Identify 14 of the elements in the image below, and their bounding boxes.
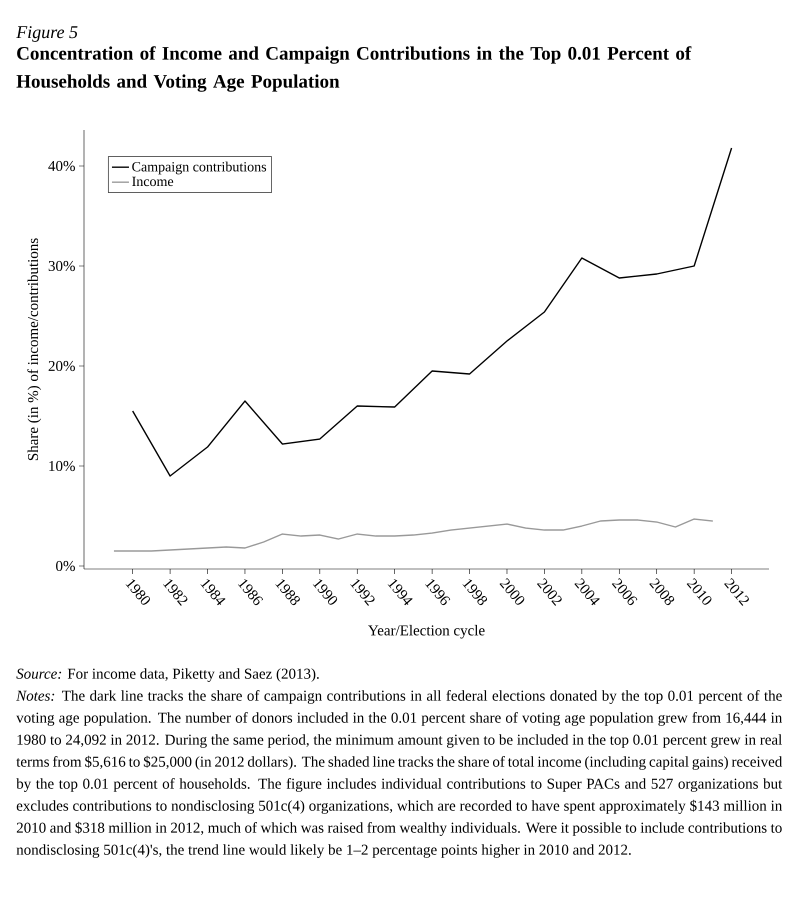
chart-title: Figure 5 <box>16 26 78 42</box>
y-tick-label: 20% <box>48 360 75 372</box>
y-tick-label: 10% <box>49 460 75 472</box>
y-tick-label: 0% <box>56 560 75 572</box>
y-tick-label: 30% <box>48 260 75 272</box>
y-tick-label: 40% <box>48 160 75 172</box>
chart-subtitle: Concentration of Income and Campaign Contributions in the Top 0.01 Percent of Households and Voting Age Population <box>16 46 692 92</box>
line-series <box>132 147 732 477</box>
text: Notes: The dark line tracks the share of campaign contributions in all federal elections donated by the top 0.01 percent of the voting age population. The number of donors included in the 0.01 percent share of voting age population grew from 16,444 in 1980 to 24,092 in 2012. During the same period, the minimum amount given to be included in the top 0.01 percent grew in real terms from $5,616 to $25,000 (in 2012 dollars). The shaded line tracks the share of total income (including capital gains) received by the top 0.01 percent of households. The figure includes individual contributions to Super PACs and 527 organizations but excludes contributions to nondisclosing 501c(4) organizations, which are recorded to have spent approximately $143 million in 2010 and $318 million in 2012, much of which was raised from wealthy individuals. Were it possible to include contributions to nondisclosing 501c(4)'s, the trend line would likely be 1–2 percentage points higher in 2010 and 2012. <box>16 690 782 858</box>
legend-label: Campaign contributions <box>132 162 266 174</box>
y-axis-title: Share (in %) of income/contributions <box>27 238 42 460</box>
x-axis-title: Year/Election cycle <box>368 624 485 639</box>
legend-label: Income <box>132 176 174 186</box>
text: Source: For income data, Piketty and Saez (2013). <box>16 668 319 682</box>
